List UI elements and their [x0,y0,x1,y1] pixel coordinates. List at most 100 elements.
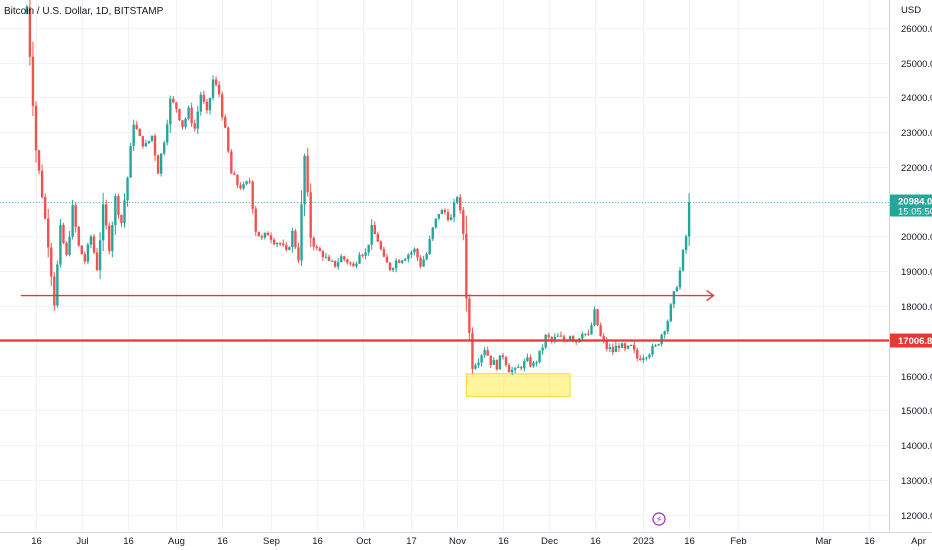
candle [56,260,59,308]
annotations-over [0,289,889,342]
x-tick-label: 16 [684,536,695,547]
candle-body [556,335,560,337]
candle-body [620,343,624,348]
x-tick-label: 2023 [633,536,654,547]
candle-body [599,325,602,337]
candle [343,255,346,262]
candle-body [410,252,413,255]
candle-body [263,232,267,238]
candle-body [553,336,557,341]
candle [220,91,224,121]
candle [483,347,486,358]
candle [425,252,428,261]
candle [59,218,62,268]
candle [202,90,206,104]
candle [587,329,590,336]
candle [642,354,645,363]
candle [297,242,300,264]
candle [645,356,648,361]
candle [135,121,138,130]
candle-body [272,239,276,245]
candle [181,120,184,130]
candle-body [214,79,218,85]
candle [282,239,285,247]
candle [242,181,245,191]
candle [520,365,523,371]
candle [37,149,41,175]
candle [92,234,96,255]
candle-body [455,197,459,203]
candle [480,354,483,367]
candle [144,139,148,147]
candle-body [517,367,520,369]
candle [224,114,227,129]
candle-body [220,94,224,118]
candle-body [40,170,44,198]
candle-body [47,218,50,248]
candle-body [529,357,532,367]
candle [114,193,117,235]
candle [459,194,462,215]
candle-body [584,333,587,335]
candle [639,355,642,361]
candle-body [483,350,486,356]
candle-body [471,332,474,369]
candle-body [394,260,398,269]
candle-body [385,256,389,263]
candle [394,258,398,273]
candle [654,343,657,348]
x-tick-label: 16 [864,536,875,547]
candle-body [358,254,361,264]
price-tags: 20984.0015:05:50 17006.81 [890,194,932,348]
candle [184,117,187,130]
candle-body [648,354,651,358]
candle-body [159,153,163,174]
candle-body [507,365,511,373]
candle [248,177,251,184]
candle-body [196,111,199,129]
y-tick-label: 18000.00 [901,302,932,313]
candle-body [324,256,328,258]
x-tick-label: 16 [498,536,509,547]
candle [31,41,35,116]
candle-body [56,264,59,306]
candle [602,333,605,344]
highlight-box[interactable] [465,373,571,397]
time-axis[interactable]: 16 Jul 16 Aug 16 Sep 16 Oct 17 Nov 16 Dec 16 2023 16 Fe… [31,536,926,547]
candle-body [138,128,141,137]
candle-body [434,218,438,228]
candle [294,228,297,249]
x-tick-label: 16 [217,536,228,547]
candle-body [101,204,105,241]
x-tick-label: 16 [31,536,42,547]
candle [193,119,196,132]
lightning-marker[interactable]: ⚡ [652,512,666,526]
candle-body [547,334,550,338]
candle [489,355,492,369]
last-price-tag: 20984.0015:05:50 [890,194,932,218]
candle-body [559,335,563,337]
candle-body [282,243,285,246]
candle-body [626,345,630,349]
chart-title: Bitcoin / U.S. Dollar, 1D, BITSTAMP [4,6,164,17]
candle [553,333,557,344]
candle-body [535,362,538,364]
candle [428,235,431,255]
candle-body [28,7,32,57]
candle-body [37,150,41,171]
price-axis[interactable]: 12000.00 13000.00 14000.00 15000.00 16000.00… [901,24,932,522]
candle [495,359,499,371]
candle [477,358,480,368]
candle [507,362,511,373]
candle-body [678,270,682,288]
x-tick-label: 16 [590,536,601,547]
candle-body [397,260,401,263]
candle [538,350,541,364]
candle-body [602,336,605,340]
annotations-under [0,202,889,397]
candle-body [391,268,395,271]
candle-body [520,367,523,369]
candle-body [611,347,615,353]
candle [89,234,93,248]
